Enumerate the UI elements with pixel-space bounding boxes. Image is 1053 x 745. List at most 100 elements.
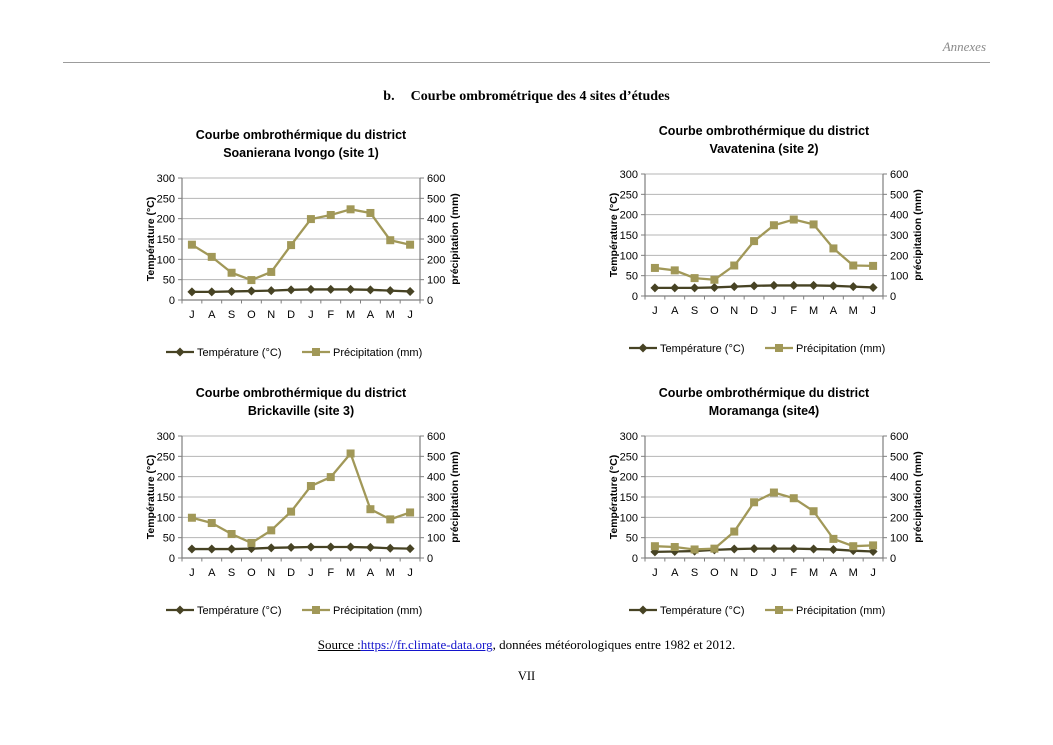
square-marker <box>809 220 818 229</box>
diamond-marker <box>306 542 316 552</box>
left-axis-tick-label: 50 <box>163 533 175 545</box>
diamond-marker <box>385 543 395 553</box>
right-axis-tick-label: 400 <box>427 472 445 484</box>
square-marker <box>406 240 415 249</box>
diamond-marker <box>227 544 237 554</box>
chart-legend: Température (°C) Précipitation (mm) <box>629 343 885 355</box>
legend-label: Température (°C) <box>660 343 744 355</box>
left-axis-tick-label: 200 <box>157 214 175 226</box>
header-rule <box>63 62 990 63</box>
chart-title: Brickaville (site 3) <box>248 404 354 418</box>
right-axis-tick-label: 400 <box>890 472 908 484</box>
x-axis-month-label: M <box>386 567 395 579</box>
x-axis-month-label: O <box>247 567 256 579</box>
x-axis-month-label: A <box>671 567 679 579</box>
square-marker <box>366 505 375 514</box>
square-marker <box>670 266 679 275</box>
x-axis-month-label: A <box>208 567 216 579</box>
section-heading: b. Courbe ombrométrique des 4 sites d’étu… <box>0 89 1053 105</box>
diamond-marker <box>365 542 375 552</box>
square-marker <box>849 542 858 551</box>
left-axis-tick-label: 200 <box>157 472 175 484</box>
square-marker <box>207 252 216 261</box>
diamond-marker <box>769 280 779 290</box>
x-axis-month-label: M <box>346 567 355 579</box>
square-marker <box>750 498 759 507</box>
source-link[interactable]: https://fr.climate-data.org <box>360 637 493 652</box>
diamond-marker <box>828 544 838 554</box>
chart-svg: Courbe ombrothérmique du district Moraman… <box>608 386 924 617</box>
x-axis-month-label: J <box>870 567 876 579</box>
x-axis-month-label: A <box>671 305 679 317</box>
square-marker <box>869 261 878 270</box>
left-axis-tick-label: 200 <box>620 472 638 484</box>
left-axis-tick-label: 300 <box>620 431 638 443</box>
square-marker <box>247 538 256 547</box>
left-axis-tick-label: 0 <box>632 553 638 565</box>
right-axis-tick-label: 300 <box>427 234 445 246</box>
x-axis-month-label: S <box>691 305 698 317</box>
diamond-marker <box>848 282 858 292</box>
square-marker <box>690 274 699 283</box>
x-axis-month-label: J <box>308 309 314 321</box>
x-axis-month-label: D <box>750 305 758 317</box>
square-marker <box>710 275 719 284</box>
chart-title: Courbe ombrothérmique du district <box>196 128 407 142</box>
diamond-marker <box>670 283 680 293</box>
diamond-marker <box>346 542 356 552</box>
square-marker <box>287 507 296 516</box>
square-marker <box>287 241 296 250</box>
right-axis-tick-label: 0 <box>890 553 896 565</box>
square-marker <box>690 545 699 554</box>
right-axis-tick-label: 600 <box>427 431 445 443</box>
left-axis-tick-label: 250 <box>157 451 175 463</box>
left-axis-tick-label: 0 <box>632 291 638 303</box>
right-axis-tick-label: 300 <box>890 230 908 242</box>
x-axis-month-label: D <box>287 309 295 321</box>
series-line <box>191 545 411 551</box>
square-marker <box>386 236 395 245</box>
right-axis-tick-label: 200 <box>427 512 445 524</box>
x-axis-month-label: M <box>346 309 355 321</box>
x-axis-month-label: J <box>771 567 777 579</box>
legend-label: Précipitation (mm) <box>333 605 422 617</box>
diamond-marker <box>749 281 759 291</box>
square-marker <box>227 268 236 277</box>
square-marker <box>769 221 778 230</box>
x-axis-month-label: A <box>208 309 216 321</box>
x-axis-month-label: M <box>849 305 858 317</box>
legend-label: Température (°C) <box>660 605 744 617</box>
left-axis-tick-label: 100 <box>157 512 175 524</box>
diamond-marker <box>266 543 276 553</box>
right-axis-title: précipitation (mm) <box>449 451 461 543</box>
diamond-marker <box>227 286 237 296</box>
right-axis-tick-label: 500 <box>890 189 908 201</box>
diamond-marker <box>749 544 759 554</box>
legend-diamond-marker <box>175 347 185 357</box>
diamond-marker <box>828 281 838 291</box>
chart-vavatenina: Courbe ombrothérmique du district Vavaten… <box>603 116 933 364</box>
square-marker <box>207 519 216 528</box>
chart-legend: Température (°C) Précipitation (mm) <box>166 347 422 359</box>
left-axis-tick-label: 0 <box>169 553 175 565</box>
diamond-marker <box>187 544 197 554</box>
diamond-marker <box>405 544 415 554</box>
series-precipitation <box>187 205 415 285</box>
x-axis-month-label: J <box>189 309 195 321</box>
header-annexes-label: Annexes <box>942 39 986 54</box>
square-marker <box>326 211 335 220</box>
x-axis-month-label: D <box>750 567 758 579</box>
left-axis-tick-label: 0 <box>169 295 175 307</box>
legend-square-marker <box>775 344 783 352</box>
chart-title: Courbe ombrothérmique du district <box>659 124 870 138</box>
right-axis-tick-label: 0 <box>427 553 433 565</box>
left-axis-title: Température (°C) <box>608 193 620 278</box>
x-axis-month-label: J <box>652 305 658 317</box>
chart-title: Courbe ombrothérmique du district <box>659 386 870 400</box>
diamond-marker <box>346 284 356 294</box>
legend-diamond-marker <box>175 605 185 615</box>
right-axis-tick-label: 500 <box>427 451 445 463</box>
diamond-marker <box>709 282 719 292</box>
chart-title: Vavatenina (site 2) <box>709 142 818 156</box>
